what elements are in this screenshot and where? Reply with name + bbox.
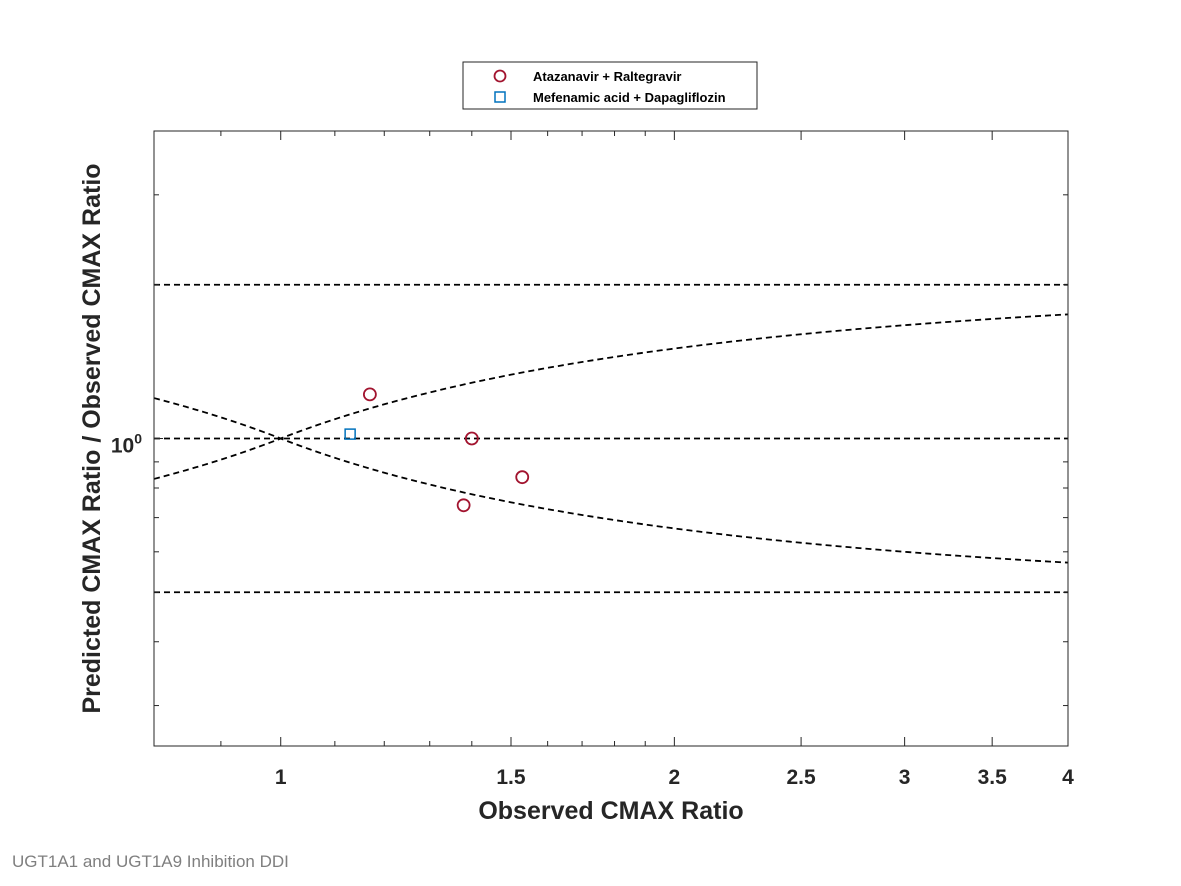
plot-lines xyxy=(153,283,1069,594)
x-tick-label: 1.5 xyxy=(496,766,526,789)
guest-limit-lower xyxy=(153,397,1069,564)
marker-square xyxy=(344,428,356,440)
x-tick-label: 3 xyxy=(899,766,911,789)
y-axis-title: Predicted CMAX Ratio / Observed CMAX Rat… xyxy=(78,163,106,713)
legend-box xyxy=(462,61,758,110)
axis-ticks xyxy=(153,130,1069,746)
marker-circle xyxy=(464,431,479,446)
x-axis-title: Observed CMAX Ratio xyxy=(478,797,743,825)
legend-marker-square xyxy=(494,91,506,103)
x-tick-label: 4 xyxy=(1062,766,1074,789)
data-markers xyxy=(344,387,530,513)
x-tick-label: 3.5 xyxy=(978,766,1008,789)
marker-circle xyxy=(456,498,471,513)
legend-label: Atazanavir + Raltegravir xyxy=(533,69,681,84)
x-tick-labels: 1 1.5 2 2.5 3 3.5 4 xyxy=(275,766,1074,789)
legend-marker-circle xyxy=(493,69,507,83)
x-tick-label: 2 xyxy=(669,766,681,789)
legend-label: Mefenamic acid + Dapagliflozin xyxy=(533,90,726,105)
guest-limit-upper xyxy=(153,313,1069,480)
x-tick-label: 1 xyxy=(275,766,287,789)
x-tick-label: 2.5 xyxy=(786,766,816,789)
marker-circle xyxy=(362,387,377,402)
y-tick-label: 100 xyxy=(111,431,142,458)
footer-caption: UGT1A1 and UGT1A9 Inhibition DDI xyxy=(12,852,289,871)
marker-circle xyxy=(515,470,530,485)
plot-area-frame xyxy=(153,130,1069,747)
legend: Atazanavir + Raltegravir Mefenamic acid +… xyxy=(462,61,758,110)
